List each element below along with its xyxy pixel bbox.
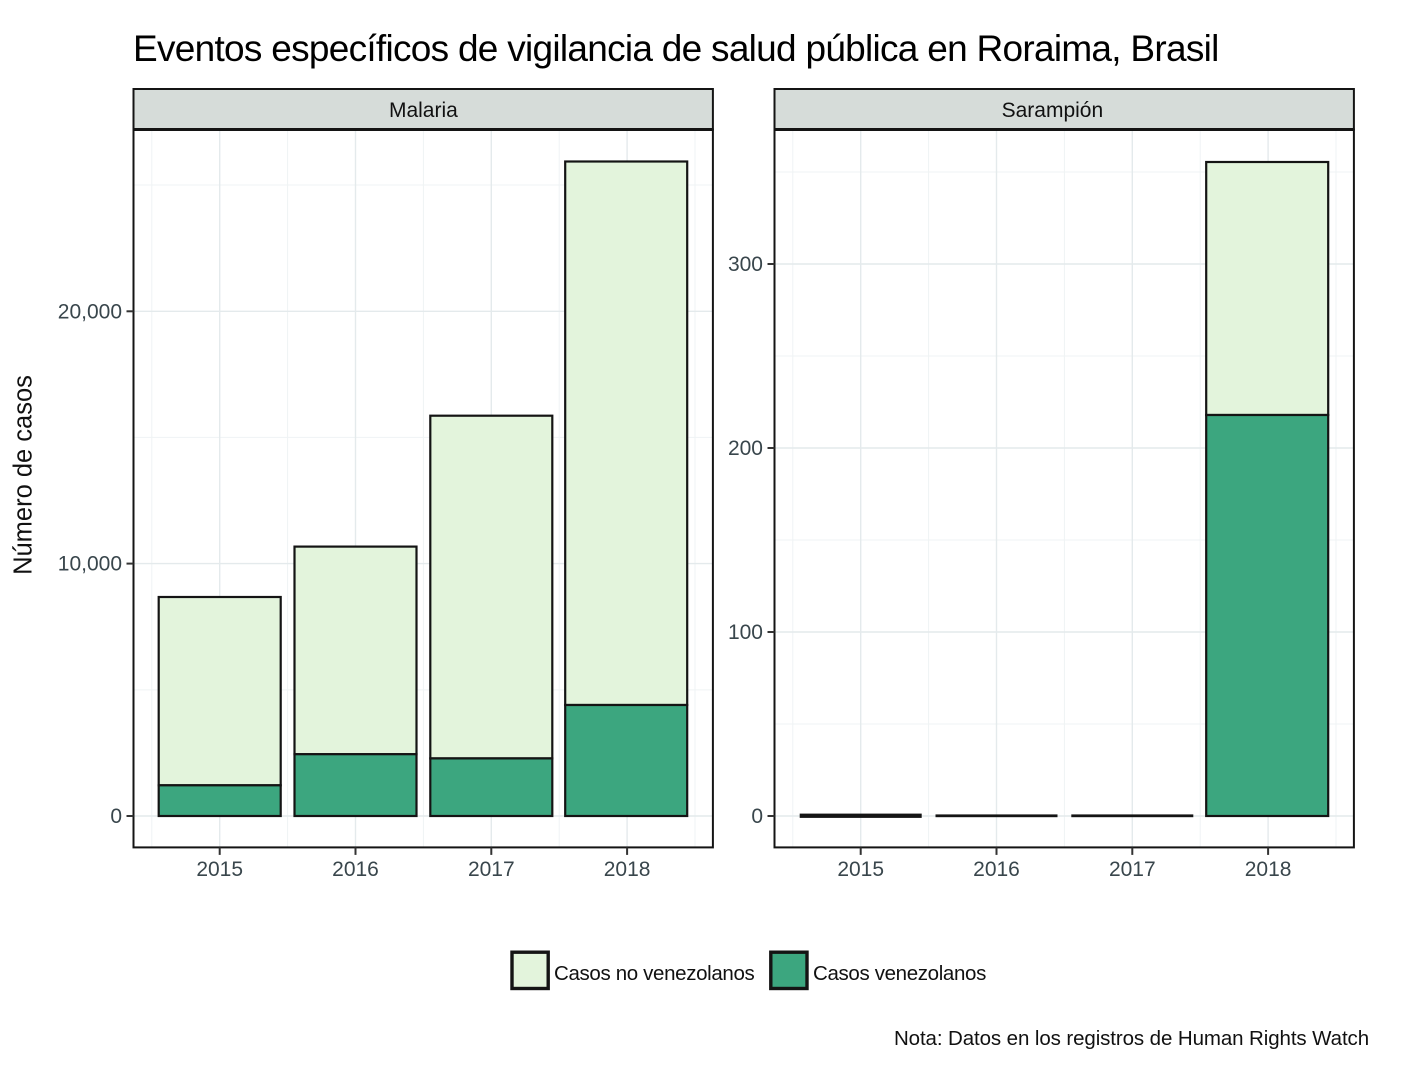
svg-text:2017: 2017 <box>468 858 515 881</box>
svg-text:2016: 2016 <box>973 858 1020 881</box>
svg-text:100: 100 <box>728 621 763 644</box>
svg-text:Casos venezolanos: Casos venezolanos <box>813 962 986 985</box>
svg-text:2015: 2015 <box>837 858 884 881</box>
svg-text:Malaria: Malaria <box>389 99 458 122</box>
svg-text:Número de casos: Número de casos <box>10 375 38 575</box>
svg-text:10,000: 10,000 <box>58 553 122 576</box>
svg-text:200: 200 <box>728 437 763 460</box>
svg-text:0: 0 <box>110 805 122 828</box>
svg-text:2018: 2018 <box>1245 858 1292 881</box>
svg-text:Sarampión: Sarampión <box>1002 99 1104 122</box>
svg-text:Casos no venezolanos: Casos no venezolanos <box>554 962 755 985</box>
svg-text:20,000: 20,000 <box>58 300 122 323</box>
svg-text:2018: 2018 <box>604 858 651 881</box>
svg-text:Nota: Datos en los registros d: Nota: Datos en los registros de Human Ri… <box>894 1027 1369 1050</box>
svg-text:0: 0 <box>751 805 763 828</box>
svg-text:2016: 2016 <box>332 858 379 881</box>
svg-text:Eventos específicos de vigilan: Eventos específicos de vigilancia de sal… <box>133 28 1219 69</box>
svg-text:2017: 2017 <box>1109 858 1156 881</box>
svg-text:300: 300 <box>728 253 763 276</box>
svg-text:2015: 2015 <box>196 858 243 881</box>
